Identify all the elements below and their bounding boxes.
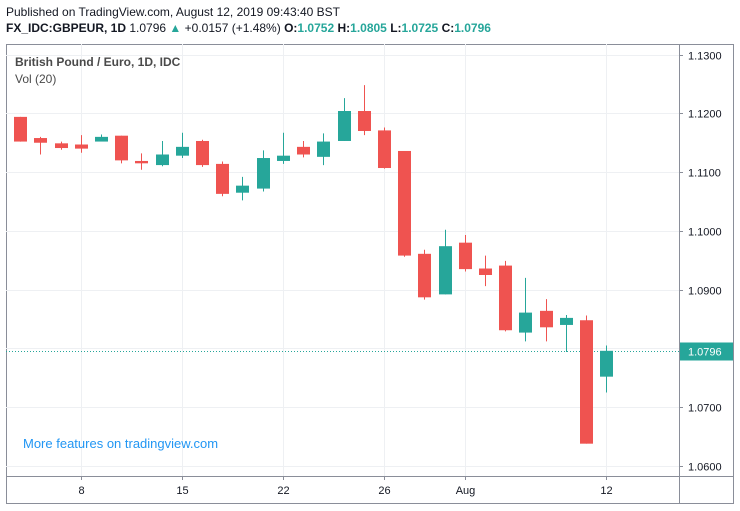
price-tick-label: 1.0700 — [688, 403, 722, 415]
candle-body — [135, 160, 148, 164]
candle-down — [34, 136, 47, 155]
symbol-line: FX_IDC:GBPEUR, 1D 1.0796 ▲ +0.0157 (+1.4… — [6, 21, 491, 35]
low-label: L: — [390, 21, 402, 35]
close-value: 1.0796 — [454, 21, 491, 35]
price-axis[interactable]: 1.06001.07001.08001.09001.10001.11001.12… — [679, 51, 733, 474]
last-price-badge-bg — [680, 342, 733, 361]
time-tick-label: 8 — [78, 485, 84, 497]
candle-body — [378, 130, 391, 169]
candle-body — [257, 158, 270, 189]
candle-down — [115, 135, 128, 164]
candle-up — [236, 176, 249, 201]
candle-up — [560, 314, 573, 352]
candle-body — [216, 163, 229, 194]
time-axis[interactable]: 8 15 22 26 Aug 12 — [78, 476, 613, 497]
price-tick-label: 1.1300 — [688, 51, 722, 63]
candle-down — [398, 150, 411, 257]
candle-down — [135, 153, 148, 170]
candle-body — [75, 144, 88, 149]
candle-body — [338, 111, 351, 141]
candles — [14, 85, 613, 444]
candle-body — [580, 320, 593, 444]
open-label: O: — [284, 21, 298, 35]
last-price: 1.0796 — [129, 21, 167, 35]
up-arrow-icon: ▲ — [169, 21, 182, 35]
candle-down — [216, 161, 229, 197]
candle-down — [196, 139, 209, 167]
candle-body — [95, 136, 108, 142]
candle-body — [439, 246, 452, 295]
candle-down — [14, 116, 27, 142]
volume-indicator-label[interactable]: Vol (20) — [15, 72, 56, 86]
candle-up — [95, 134, 108, 142]
candle-body — [358, 111, 371, 131]
candlestick-chart[interactable]: 1.06001.07001.08001.09001.10001.11001.12… — [6, 44, 734, 504]
price-tick-label: 1.1100 — [688, 168, 721, 180]
high-label: H: — [337, 21, 351, 35]
candle-up — [439, 229, 452, 295]
symbol-name[interactable]: FX_IDC:GBPEUR, 1D — [6, 21, 127, 35]
candle-down — [378, 127, 391, 169]
candle-up — [338, 98, 351, 141]
price-tick-label: 1.1200 — [688, 109, 722, 121]
candle-down — [358, 85, 371, 136]
candle-body — [317, 141, 330, 157]
candle-down — [540, 299, 553, 342]
candle-body — [600, 350, 613, 377]
candle-up — [600, 345, 613, 393]
candle-body — [418, 253, 431, 298]
candle-body — [459, 242, 472, 270]
candle-body — [277, 155, 290, 161]
candle-body — [519, 312, 532, 333]
time-tick-label: 12 — [600, 485, 612, 497]
candle-up — [156, 140, 169, 167]
candle-body — [115, 135, 128, 161]
candle-down — [459, 235, 472, 272]
time-tick-label: 22 — [277, 485, 289, 497]
candle-body — [398, 150, 411, 256]
candle-down — [418, 249, 431, 300]
price-tick-label: 1.1000 — [688, 227, 722, 239]
candle-down — [297, 140, 310, 158]
candle-up — [317, 133, 330, 166]
candle-body — [560, 317, 573, 325]
candle-body — [479, 268, 492, 275]
candle-body — [176, 146, 189, 156]
candle-down — [75, 135, 88, 153]
price-tick-label: 1.0600 — [688, 462, 722, 474]
candle-down — [55, 141, 68, 150]
chart-title: British Pound / Euro, 1D, IDC — [15, 55, 181, 69]
candle-up — [176, 132, 189, 159]
published-line: Published on TradingView.com, August 12,… — [6, 5, 341, 19]
candle-body — [236, 185, 249, 193]
candle-body — [499, 265, 512, 331]
candle-up — [277, 132, 290, 164]
candle-up — [519, 277, 532, 342]
candle-body — [156, 154, 169, 166]
change-value: +0.0157 (+1.48%) — [184, 21, 281, 35]
grid-lines — [6, 44, 679, 476]
high-value: 1.0805 — [350, 21, 387, 35]
close-label: C: — [441, 21, 455, 35]
time-tick-label: 26 — [378, 485, 390, 497]
candle-body — [196, 140, 209, 166]
time-tick-label: 15 — [176, 485, 188, 497]
candle-body — [55, 143, 68, 149]
time-tick-label: Aug — [456, 485, 476, 497]
price-tick-label: 1.0900 — [688, 286, 722, 298]
tradingview-promo-link[interactable]: More features on tradingview.com — [23, 436, 218, 451]
candle-down — [479, 255, 492, 287]
low-value: 1.0725 — [401, 21, 439, 35]
candle-down — [580, 315, 593, 444]
candle-body — [540, 310, 553, 328]
open-value: 1.0752 — [297, 21, 335, 35]
candle-body — [34, 138, 47, 143]
candle-body — [14, 116, 27, 142]
last-price-badge: 1.0796 — [680, 342, 733, 361]
last-price-badge-label: 1.0796 — [688, 347, 722, 359]
candle-body — [297, 146, 310, 155]
candle-down — [499, 260, 512, 332]
candle-up — [257, 150, 270, 192]
